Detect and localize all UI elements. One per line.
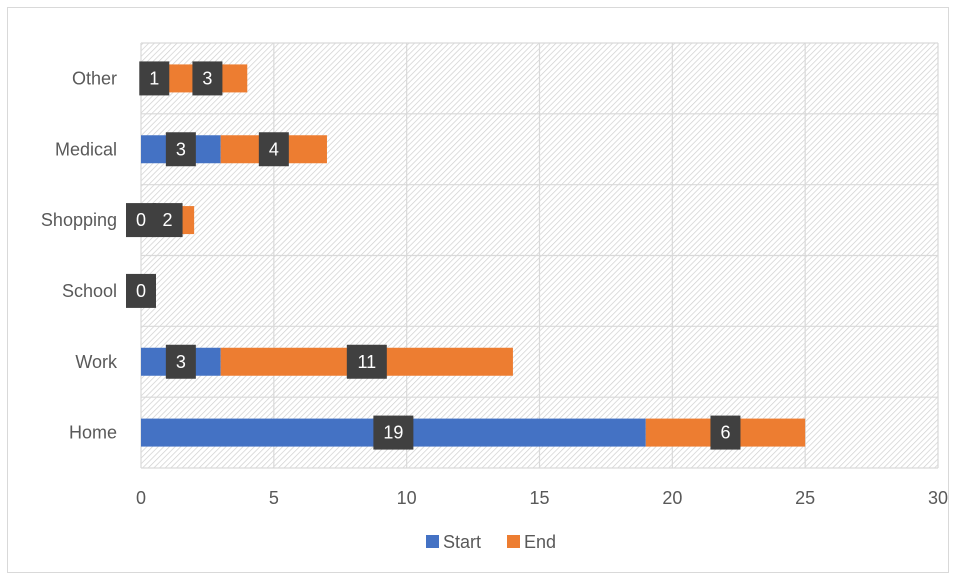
y-tick-label: Shopping [41,210,117,230]
x-tick-label: 20 [662,488,682,508]
legend-label-end: End [524,532,556,552]
y-tick-label: Home [69,423,117,443]
data-label: 3 [176,352,186,372]
data-label: 3 [202,68,212,88]
x-tick-label: 15 [529,488,549,508]
data-label-box [126,273,156,308]
y-tick-label: Medical [55,139,117,159]
legend: Start End [426,532,556,552]
x-tick-label: 0 [136,488,146,508]
x-tick-label: 30 [928,488,948,508]
data-label: 19 [383,423,403,443]
data-label-box [192,61,223,96]
legend-swatch-end [507,535,520,548]
chart-frame: 19 6 3 11 0 0 2 3 4 1 3 0 5 10 15 20 25 30 Home Work School… [7,7,949,573]
data-label-box [346,344,387,379]
y-tick-label: Work [75,352,118,372]
data-label-box [139,61,170,96]
data-label-box [126,203,156,238]
data-label-box [152,203,183,238]
data-label-box [710,415,741,450]
data-label: 4 [269,139,279,159]
axes: 0 5 10 15 20 25 30HomeWorkSchoolShoppingMedica… [41,68,948,508]
data-label-box [258,132,289,167]
legend-swatch-start [426,535,439,548]
data-label: 6 [720,423,730,443]
data-label: 2 [163,210,173,230]
data-label-box [165,132,196,167]
data-label-box [165,344,196,379]
data-label: 3 [176,139,186,159]
data-label-box [373,415,414,450]
data-label: 11 [357,352,376,372]
x-tick-label: 10 [397,488,417,508]
y-tick-label: Other [72,68,117,88]
x-tick-label: 5 [269,488,279,508]
x-tick-label: 25 [795,488,815,508]
data-label: 0 [136,210,146,230]
y-tick-label: School [62,281,117,301]
gridlines [140,42,939,469]
legend-label-start: Start [443,532,481,552]
data-label: 0 [136,281,146,301]
data-label: 1 [149,68,159,88]
